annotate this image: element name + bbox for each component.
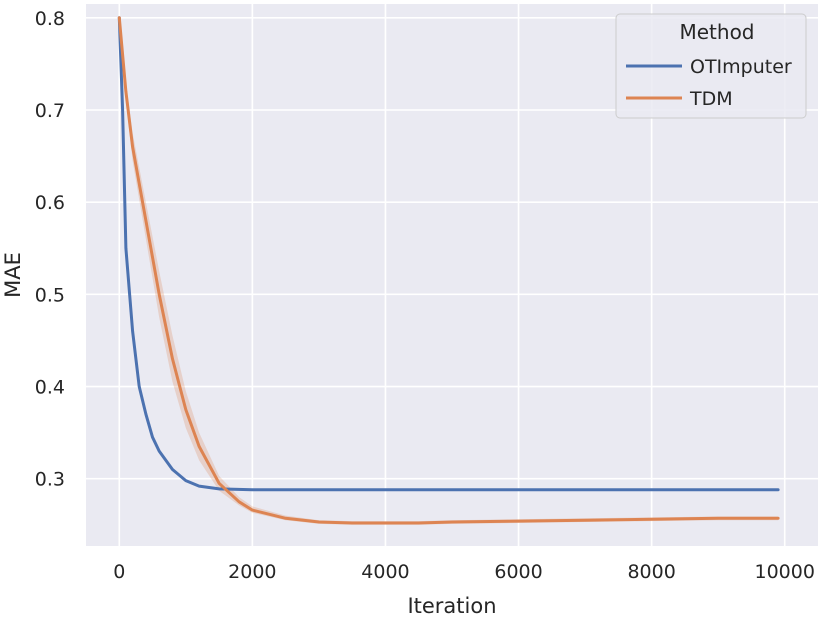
legend-items: OTImputer TDM — [626, 56, 792, 110]
legend-label-tdm: TDM — [689, 88, 733, 110]
series-line-tdm — [117, 16, 780, 525]
x-tick-label: 2000 — [228, 561, 276, 583]
x-axis-ticks: 0 2000 4000 6000 8000 10000 — [113, 561, 815, 583]
y-axis-ticks: 0.3 0.4 0.5 0.6 0.7 0.8 — [35, 8, 65, 491]
x-tick-label: 10000 — [755, 561, 815, 583]
x-tick-label: 8000 — [627, 561, 675, 583]
legend-title: Method — [679, 20, 754, 44]
y-tick-label: 0.8 — [35, 8, 65, 30]
y-tick-label: 0.3 — [35, 469, 65, 491]
y-tick-label: 0.5 — [35, 284, 65, 306]
legend: Method OTImputer TDM — [615, 13, 807, 119]
x-axis-title: Iteration — [407, 594, 496, 617]
series-line-otimputer — [117, 16, 780, 492]
x-tick-label: 4000 — [361, 561, 409, 583]
x-tick-label: 6000 — [494, 561, 542, 583]
legend-label-otimputer: OTImputer — [690, 56, 792, 78]
y-tick-label: 0.6 — [35, 192, 65, 214]
y-axis-title: MAE — [1, 252, 25, 298]
series-lines — [117, 16, 780, 525]
y-tick-label: 0.7 — [35, 100, 65, 122]
x-tick-label: 0 — [113, 561, 125, 583]
legend-box — [615, 13, 807, 119]
y-tick-label: 0.4 — [35, 377, 65, 399]
